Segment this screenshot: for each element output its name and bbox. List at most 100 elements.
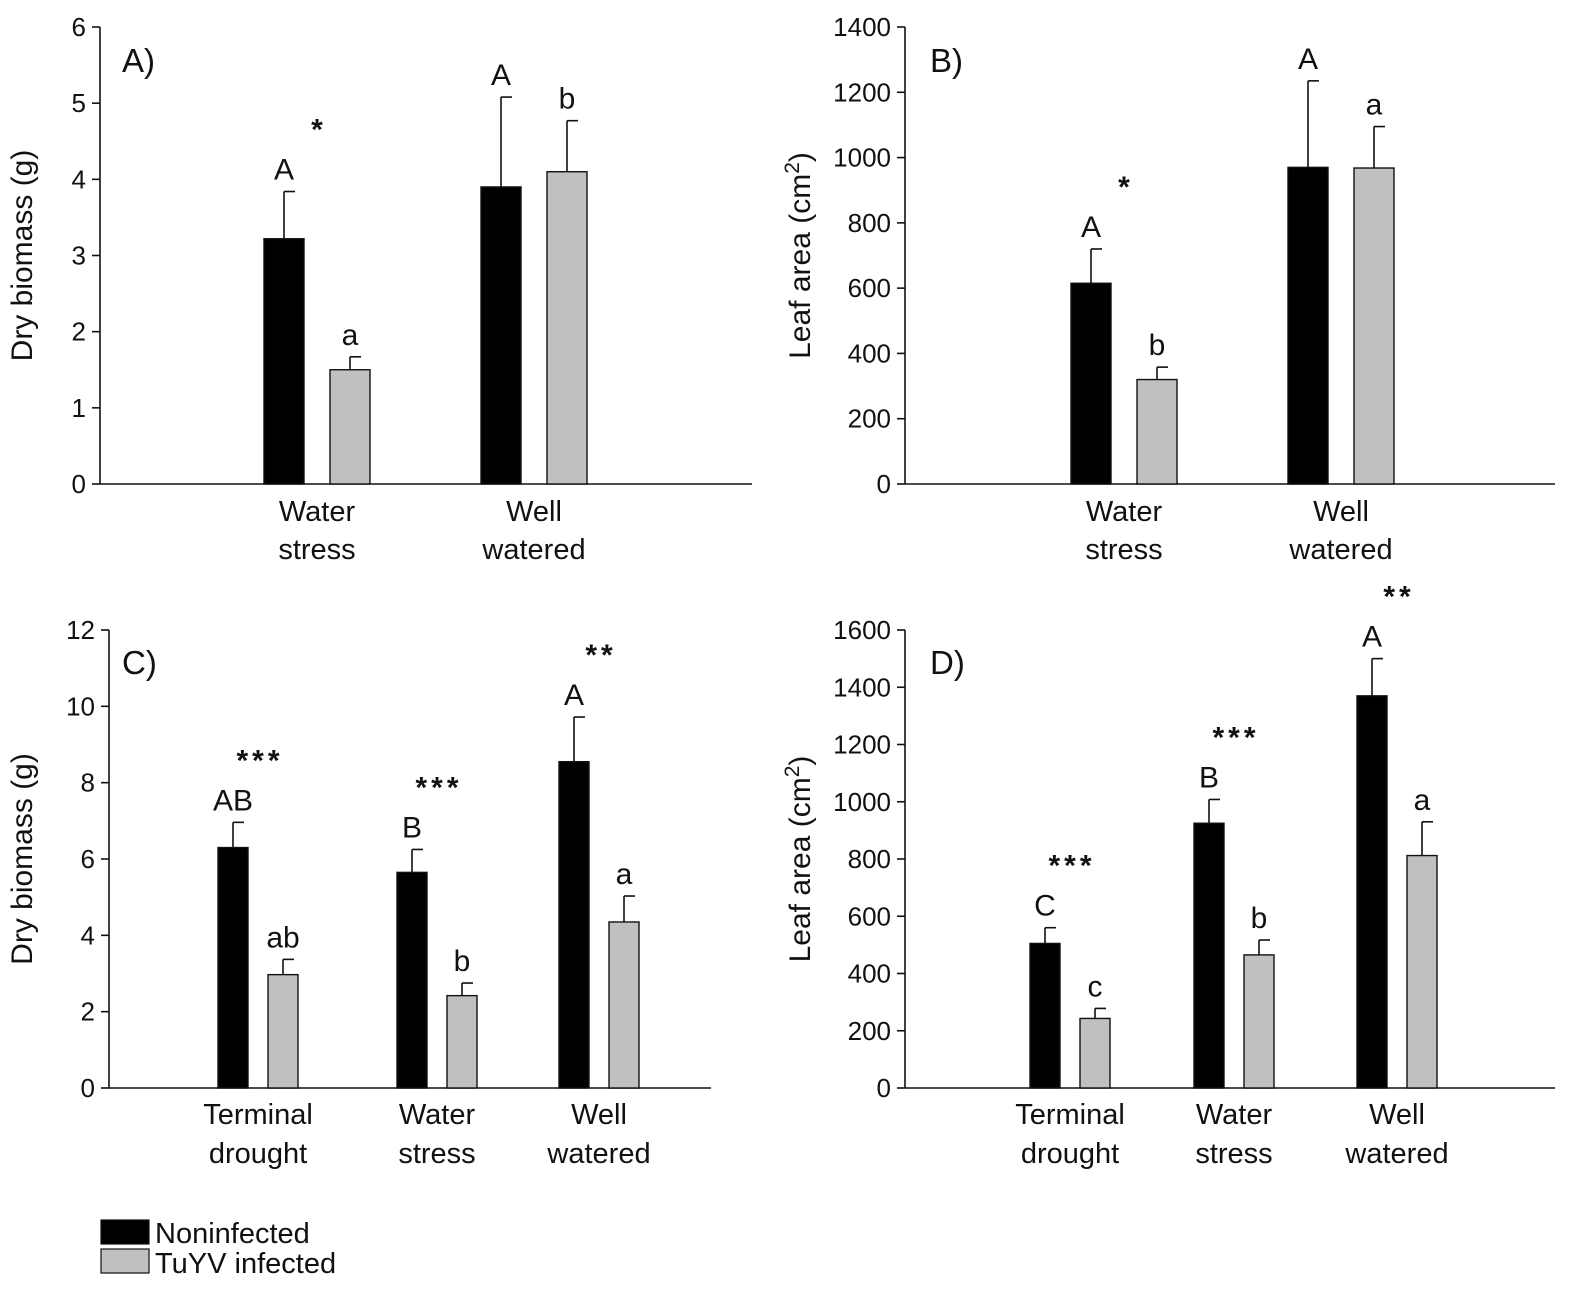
category-label: Well [506,496,562,528]
y-tick-label: 2 [81,997,95,1027]
bar-infected [1079,1017,1111,1089]
letter-infected: a [1366,89,1383,122]
legend-swatch-noninfected [100,1219,150,1245]
significance-stars: ** [1383,581,1414,614]
letter-infected: b [454,945,471,978]
y-tick-label: 4 [81,920,95,950]
panel-d: 0 200 400 600 800 1000 1200 1400 1600 Leaf area (… [781,581,1555,1170]
legend-label-infected: TuYV infected [155,1248,336,1280]
bar-infected [1406,854,1438,1089]
y-tick-label: 0 [877,469,891,499]
letter-noninfected: A [491,59,511,92]
letter-noninfected: B [1199,761,1219,794]
category-label: Well [1313,496,1369,528]
y-tick-label: 0 [72,469,86,499]
letter-infected: b [1149,329,1166,362]
category-label: watered [481,534,585,566]
category-label: Well [1369,1099,1425,1131]
bar-noninfected [1070,282,1112,485]
category-label: drought [209,1138,307,1170]
category-label: Well [571,1099,627,1131]
bar-infected [267,973,299,1089]
bar-noninfected [217,846,249,1089]
y-axis-label: Leaf area (cm2) [781,152,817,359]
bar-noninfected [263,238,305,485]
bar-noninfected [1356,695,1388,1089]
y-tick-label: 1400 [833,672,891,702]
y-tick-label: 5 [72,88,86,118]
y-tick-label: 2 [72,317,86,347]
category-label: watered [546,1138,650,1170]
y-axis-label: Dry biomass (g) [6,150,39,362]
panel-a: 0 1 2 3 4 5 6 Dry biomass (g) A) Aa * Water stress Ab… [6,12,752,566]
bar-infected [446,994,478,1089]
category-label: Water [1086,496,1163,528]
panel-label: A) [122,42,155,79]
y-tick-label: 12 [66,615,95,645]
bar-noninfected [480,186,522,485]
bar-infected [1136,378,1178,485]
panel-b: 0 200 400 600 800 1000 1200 1400 Leaf area (cm2)… [781,12,1555,566]
y-tick-label: 1000 [833,787,891,817]
y-tick-label: 10 [66,691,95,721]
category-label: stress [278,534,355,566]
category-label: Water [399,1099,476,1131]
category-label: stress [1085,534,1162,566]
y-tick-label: 6 [72,12,86,42]
bar-noninfected [558,760,590,1089]
significance-stars: *** [1212,721,1259,754]
letter-noninfected: A [1298,43,1318,76]
letter-noninfected: AB [213,784,253,817]
category-label: watered [1288,534,1392,566]
category-label: Water [279,496,356,528]
panel-label: D) [930,644,965,681]
letter-infected: a [342,319,359,352]
legend: Noninfected TuYV infected [100,1218,336,1280]
bar-noninfected [396,871,428,1089]
y-tick-label: 200 [848,404,891,434]
legend-swatch-infected [100,1248,150,1274]
y-tick-label: 1600 [833,615,891,645]
y-tick-label: 0 [81,1073,95,1103]
category-label: Terminal [203,1099,313,1131]
y-axis-label: Dry biomass (g) [6,753,39,965]
y-tick-label: 1200 [833,77,891,107]
letter-noninfected: A [274,154,294,187]
bar-noninfected [1029,942,1061,1089]
y-tick-label: 8 [81,768,95,798]
significance-stars: * [1118,171,1134,204]
letter-infected: b [1251,902,1268,935]
bar-noninfected [1287,166,1329,485]
y-tick-label: 1400 [833,12,891,42]
letter-noninfected: A [1081,211,1101,244]
y-tick-label: 800 [848,844,891,874]
category-label: Water [1196,1099,1273,1131]
bar-infected [546,171,588,485]
bar-infected [1243,954,1275,1089]
bar-noninfected [1193,822,1225,1089]
category-label: stress [1195,1138,1272,1170]
y-tick-label: 4 [72,164,86,194]
letter-noninfected: B [402,811,422,844]
y-tick-label: 600 [848,901,891,931]
panel-label: C) [122,644,157,681]
letter-noninfected: A [1362,621,1382,654]
category-label: stress [398,1138,475,1170]
y-tick-label: 6 [81,844,95,874]
y-tick-label: 800 [848,208,891,238]
significance-stars: * [311,114,327,147]
letter-infected: c [1088,970,1103,1003]
bar-infected [329,369,371,485]
letter-infected: ab [266,921,299,954]
letter-noninfected: C [1034,890,1056,923]
panel-label: B) [930,42,963,79]
letter-infected: a [1414,784,1431,817]
significance-stars: ** [585,639,616,672]
y-tick-label: 400 [848,959,891,989]
bar-infected [1353,167,1395,485]
letter-noninfected: A [564,679,584,712]
y-axis-label: Leaf area (cm2) [781,756,817,963]
y-tick-label: 1 [72,393,86,423]
